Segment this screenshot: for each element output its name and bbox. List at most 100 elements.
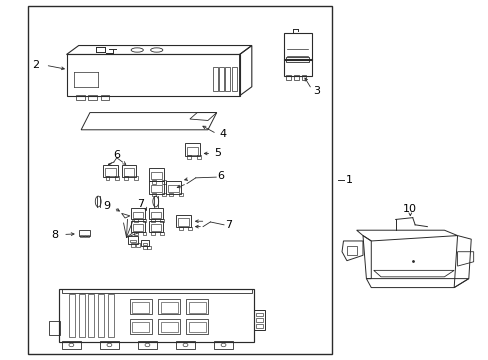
Bar xyxy=(213,341,233,348)
Bar xyxy=(254,310,264,329)
Bar xyxy=(61,289,251,293)
Bar xyxy=(176,215,190,227)
Bar xyxy=(98,294,104,337)
Bar xyxy=(131,243,135,247)
Bar xyxy=(161,193,165,197)
Bar xyxy=(149,208,162,220)
Bar xyxy=(151,212,160,218)
Bar xyxy=(151,219,155,222)
Bar xyxy=(134,219,138,222)
Bar xyxy=(187,155,191,159)
Bar xyxy=(160,219,163,222)
Bar xyxy=(134,176,138,180)
Bar xyxy=(66,54,239,96)
Bar xyxy=(141,240,149,246)
Bar xyxy=(151,231,155,235)
Bar xyxy=(131,208,145,220)
Bar xyxy=(76,95,85,100)
Bar xyxy=(283,33,311,60)
Bar xyxy=(143,246,147,249)
Bar xyxy=(301,75,306,80)
Bar xyxy=(178,226,182,230)
Bar xyxy=(160,231,163,235)
Bar xyxy=(79,230,90,236)
Bar xyxy=(346,246,356,255)
Bar xyxy=(160,302,177,313)
Bar xyxy=(131,221,145,232)
Bar xyxy=(225,67,230,91)
Text: 7: 7 xyxy=(137,199,144,209)
Bar xyxy=(123,168,134,176)
Bar xyxy=(88,95,97,100)
Bar xyxy=(142,231,146,235)
Bar xyxy=(188,321,205,332)
Bar xyxy=(175,341,195,348)
Bar xyxy=(158,319,180,334)
Bar xyxy=(184,143,199,156)
Bar xyxy=(152,193,156,197)
Bar xyxy=(61,341,81,348)
Bar xyxy=(149,181,163,194)
Bar xyxy=(108,294,114,337)
Bar xyxy=(134,231,138,235)
Text: 7: 7 xyxy=(225,220,232,230)
Bar xyxy=(186,147,197,154)
Bar xyxy=(160,321,177,332)
Bar xyxy=(186,300,208,315)
Bar xyxy=(130,300,152,315)
Text: 3: 3 xyxy=(312,86,320,96)
Bar xyxy=(149,168,163,181)
Bar xyxy=(255,319,263,322)
Text: 6: 6 xyxy=(217,171,224,181)
Bar xyxy=(79,294,84,337)
Bar xyxy=(100,341,119,348)
Bar xyxy=(87,235,89,237)
Bar xyxy=(59,289,254,342)
Bar xyxy=(178,193,182,197)
Bar xyxy=(27,6,331,354)
Bar xyxy=(142,219,146,222)
Bar xyxy=(122,165,136,177)
Bar xyxy=(142,243,147,245)
Bar xyxy=(80,235,82,237)
Bar xyxy=(186,319,208,334)
Bar xyxy=(132,321,149,332)
Bar xyxy=(285,57,309,62)
Text: 10: 10 xyxy=(403,204,416,214)
Bar xyxy=(255,324,263,328)
Bar xyxy=(115,176,119,180)
Bar xyxy=(105,176,109,180)
Bar xyxy=(166,181,181,194)
Bar xyxy=(188,226,192,230)
Bar xyxy=(101,95,109,100)
Text: 4: 4 xyxy=(219,129,225,139)
Bar xyxy=(212,67,217,91)
Bar xyxy=(83,235,86,237)
Bar xyxy=(283,59,311,76)
Bar xyxy=(158,300,180,315)
Bar xyxy=(151,185,162,192)
Bar xyxy=(149,221,162,232)
Bar xyxy=(105,168,116,176)
Text: 1: 1 xyxy=(345,175,352,185)
Bar xyxy=(178,219,188,226)
Bar xyxy=(133,225,143,231)
Bar xyxy=(130,319,152,334)
Bar xyxy=(88,294,94,337)
Bar xyxy=(151,225,160,231)
Bar xyxy=(161,180,165,184)
Bar xyxy=(69,294,75,337)
Bar xyxy=(168,185,179,192)
Bar xyxy=(103,165,118,177)
Text: 6: 6 xyxy=(113,150,120,160)
Bar xyxy=(219,67,224,91)
Bar xyxy=(188,302,205,313)
Bar xyxy=(168,193,172,197)
Bar xyxy=(255,313,263,316)
Bar xyxy=(147,246,151,249)
Text: 5: 5 xyxy=(214,148,221,158)
Bar xyxy=(285,75,290,80)
Bar xyxy=(128,236,138,244)
Bar xyxy=(124,176,128,180)
Bar xyxy=(197,155,201,159)
